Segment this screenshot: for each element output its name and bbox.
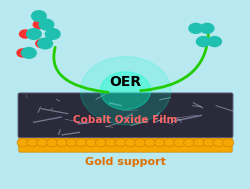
Circle shape bbox=[85, 139, 96, 147]
Circle shape bbox=[56, 139, 67, 147]
Circle shape bbox=[195, 36, 210, 47]
Circle shape bbox=[105, 139, 116, 147]
Circle shape bbox=[188, 23, 202, 34]
Circle shape bbox=[26, 28, 42, 40]
Circle shape bbox=[100, 72, 150, 110]
Circle shape bbox=[124, 139, 136, 147]
Circle shape bbox=[46, 139, 57, 147]
Circle shape bbox=[193, 139, 204, 147]
Circle shape bbox=[16, 48, 29, 58]
Circle shape bbox=[206, 36, 221, 47]
FancyArrowPatch shape bbox=[140, 35, 207, 91]
Circle shape bbox=[95, 139, 106, 147]
Circle shape bbox=[66, 139, 77, 147]
Circle shape bbox=[19, 29, 31, 39]
Circle shape bbox=[38, 19, 54, 31]
Circle shape bbox=[80, 57, 170, 125]
Circle shape bbox=[76, 139, 86, 147]
Circle shape bbox=[199, 23, 214, 34]
Circle shape bbox=[36, 139, 48, 147]
Circle shape bbox=[173, 139, 184, 147]
Circle shape bbox=[154, 139, 165, 147]
Circle shape bbox=[222, 139, 233, 147]
FancyArrowPatch shape bbox=[54, 47, 108, 92]
Circle shape bbox=[27, 139, 38, 147]
Circle shape bbox=[212, 139, 223, 147]
Text: Cobalt Oxide Film: Cobalt Oxide Film bbox=[73, 115, 177, 125]
FancyBboxPatch shape bbox=[19, 134, 231, 152]
Circle shape bbox=[202, 139, 213, 147]
Circle shape bbox=[17, 139, 28, 147]
Circle shape bbox=[31, 10, 47, 22]
Circle shape bbox=[21, 47, 37, 59]
Circle shape bbox=[164, 139, 174, 147]
Circle shape bbox=[114, 139, 126, 147]
Circle shape bbox=[183, 139, 194, 147]
Text: OER: OER bbox=[109, 75, 141, 89]
Circle shape bbox=[37, 37, 53, 50]
Circle shape bbox=[134, 139, 145, 147]
Text: Gold support: Gold support bbox=[85, 157, 165, 167]
FancyBboxPatch shape bbox=[18, 93, 232, 138]
Circle shape bbox=[44, 28, 60, 40]
Circle shape bbox=[32, 20, 45, 29]
Circle shape bbox=[144, 139, 155, 147]
Circle shape bbox=[35, 39, 48, 48]
